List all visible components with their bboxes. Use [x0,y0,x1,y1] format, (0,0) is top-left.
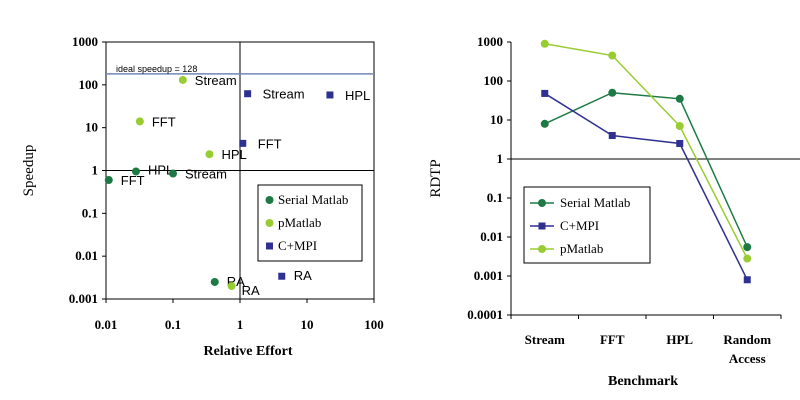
data-point-circle [205,150,214,159]
y-tick-label: 10 [490,112,503,127]
y-tick-label: 0.0001 [467,307,503,322]
point-label: HPL [221,147,246,162]
data-point-circle [608,88,617,97]
y-tick-label: 0.01 [75,248,98,263]
legend-marker-square [538,222,546,230]
data-point-circle [227,282,236,291]
rdtp-by-benchmark-chart: 0.0001 0.001 0.01 0.1 1 10 100 1000 Stream FFT HPL… [428,34,800,389]
y-tick-label: 0.1 [487,190,503,205]
data-point-circle [675,122,684,131]
y-tick-label: 0.1 [82,205,98,220]
point-label: FFT [121,173,145,188]
data-point-square [239,139,247,147]
y-axis-title: RDTP [428,159,444,197]
ideal-speedup-label: ideal speedup = 128 [116,64,197,74]
legend-label: C+MPI [560,218,599,233]
y-tick-label: 100 [484,73,504,88]
y-tick-label: 1000 [72,34,98,49]
x-tick-label: HPL [666,332,693,347]
data-point-circle [743,243,752,252]
y-axis-title: Speedup [21,145,37,197]
x-tick-label: 10 [301,317,314,332]
y-tick-label: 0.001 [474,268,503,283]
y-tick-label: 1 [92,163,99,178]
point-label: FFT [152,114,176,129]
x-axis-title: Relative Effort [203,344,292,359]
y-tick-label: 10 [85,120,98,135]
x-tick-label: FFT [600,332,625,347]
legend-label: Serial Matlab [278,192,348,207]
legend-label: C+MPI [278,238,317,253]
point-label: HPL [345,88,370,103]
point-label: FFT [258,136,282,151]
x-tick-label: 0.1 [165,317,181,332]
y-tick-label: 1 [497,151,504,166]
point-label: Stream [185,167,227,182]
data-point-circle [178,75,187,84]
series-line [544,92,748,281]
point-label: Stream [263,87,305,102]
legend-marker-circle [538,245,546,253]
legend-label: Serial Matlab [560,195,630,210]
data-point-square [278,272,286,280]
x-tick-label: Random [723,332,771,347]
legend-marker-circle [265,196,274,204]
data-point-square [244,90,252,98]
y-tick-label: 0.001 [69,291,98,306]
data-point-circle [608,51,617,60]
y-tick-label: 0.01 [480,229,503,244]
data-point-circle [743,254,752,263]
data-point-circle [135,117,144,126]
legend-marker-square [266,242,273,250]
data-point-square [608,132,616,140]
x-tick-label: 1 [237,317,244,332]
legend-label: pMatlab [278,215,321,230]
y-tick-label: 100 [79,77,99,92]
x-tick-label: 0.01 [95,317,118,332]
data-point-square [326,91,334,99]
data-point-circle [540,39,549,48]
legend-marker-circle [538,199,546,207]
x-tick-label: Access [729,351,766,366]
x-tick-label: 100 [364,317,384,332]
series-line [544,91,748,248]
y-tick-label: 1000 [477,34,503,49]
data-point-square [676,139,684,147]
data-point-circle [210,277,219,286]
legend-box [257,184,363,262]
data-point-circle [169,169,177,178]
point-label: RA [294,268,312,283]
point-label: RA [242,283,260,298]
speedup-vs-effort-chart: 0.001 0.01 0.1 1 10 100 1000 0.01 0.1 1 10 100 ideal… [21,34,384,359]
data-point-circle [675,94,684,103]
data-point-square [743,276,751,284]
series-line [544,43,748,259]
legend-label: pMatlab [560,241,603,256]
point-label: HPL [148,162,173,177]
point-label: Stream [195,73,237,88]
x-tick-label: Stream [525,332,565,347]
data-point-square [541,89,549,97]
x-axis-title: Benchmark [608,374,678,389]
data-point-circle [540,119,549,128]
data-point-circle [104,176,113,185]
legend-marker-circle [265,219,274,227]
data-point-circle [131,167,140,176]
